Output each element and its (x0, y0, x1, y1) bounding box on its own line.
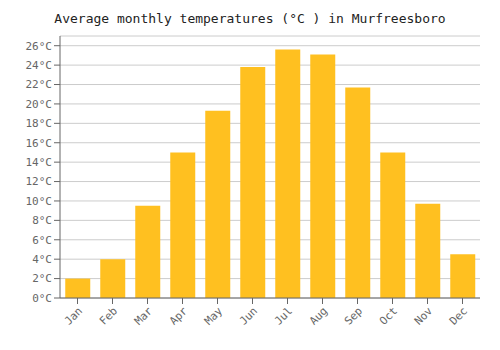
svg-text:May: May (202, 304, 226, 328)
svg-text:22°C: 22°C (26, 78, 53, 91)
svg-text:4°C: 4°C (32, 253, 52, 266)
svg-text:0°C: 0°C (32, 292, 52, 305)
svg-text:26°C: 26°C (26, 40, 53, 53)
svg-text:Jul: Jul (272, 304, 295, 327)
svg-text:24°C: 24°C (26, 59, 53, 72)
html-text:Average monthly temperatures (: Average monthly temperatures (°C ) in Mu… (54, 11, 446, 26)
svg-text:Apr: Apr (167, 304, 191, 328)
svg-text:Nov: Nov (412, 304, 436, 328)
svg-text:2°C: 2°C (32, 272, 52, 285)
svg-text:6°C: 6°C (32, 234, 52, 247)
svg-text:Sep: Sep (342, 304, 365, 327)
svg-text:Aug: Aug (307, 304, 330, 327)
svg-text:14°C: 14°C (26, 156, 53, 169)
svg-text:8°C: 8°C (32, 214, 52, 227)
svg-text:Oct: Oct (377, 304, 400, 327)
svg-text:16°C: 16°C (26, 137, 53, 150)
svg-text:Mar: Mar (132, 304, 156, 328)
svg-text:12°C: 12°C (26, 175, 53, 188)
svg-text:Dec: Dec (447, 304, 470, 327)
svg-text:Feb: Feb (97, 304, 120, 327)
svg-text:18°C: 18°C (26, 117, 53, 130)
svg-text:20°C: 20°C (26, 98, 53, 111)
svg-text:Jan: Jan (62, 304, 85, 327)
svg-text:10°C: 10°C (26, 195, 53, 208)
svg-text:Jun: Jun (237, 304, 260, 327)
